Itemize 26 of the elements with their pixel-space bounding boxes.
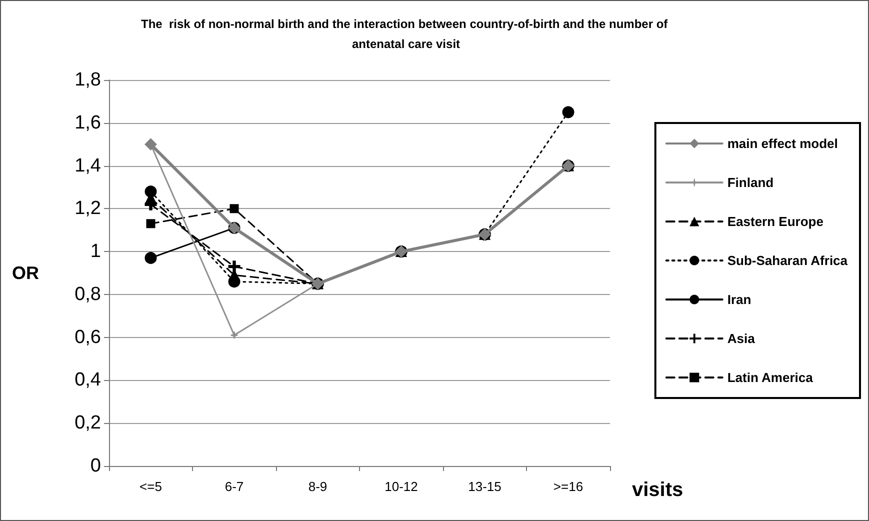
y-tick-label: 1 (90, 241, 101, 262)
y-axis-title: OR (12, 263, 39, 283)
y-tick-label: 0,6 (74, 326, 101, 348)
x-tick-label: >=16 (553, 479, 584, 494)
y-tick-label: 0,4 (74, 370, 102, 391)
legend-label: Finland (727, 175, 774, 190)
x-tick-label: 8-9 (308, 479, 328, 494)
legend-label: Latin America (727, 370, 814, 385)
y-tick-label: 0 (90, 456, 101, 476)
legend-label: Eastern Europe (727, 214, 824, 229)
y-tick-label: 1,8 (74, 70, 101, 90)
legend-label: main effect model (727, 136, 838, 151)
y-tick-label: 1,2 (74, 198, 101, 220)
chart-title: The risk of non-normal birth and the interaction between country-of-birth and the number of antenatal care visit (140, 17, 672, 51)
legend-label: Iran (727, 292, 752, 307)
x-tick-label: <=5 (140, 479, 162, 494)
legend-label: Asia (727, 331, 756, 346)
y-tick-label: 0,8 (74, 284, 101, 305)
x-axis-title: visits (632, 479, 684, 501)
y-tick-label: 1,4 (74, 155, 102, 176)
x-tick-label: 10-12 (384, 479, 418, 494)
legend-label: Sub-Saharan Africa (727, 253, 848, 268)
x-tick-label: 6-7 (224, 479, 244, 494)
y-tick-label: 1,6 (74, 112, 101, 134)
x-tick-label: 13-15 (468, 479, 502, 494)
y-tick-label: 0,2 (74, 412, 101, 434)
